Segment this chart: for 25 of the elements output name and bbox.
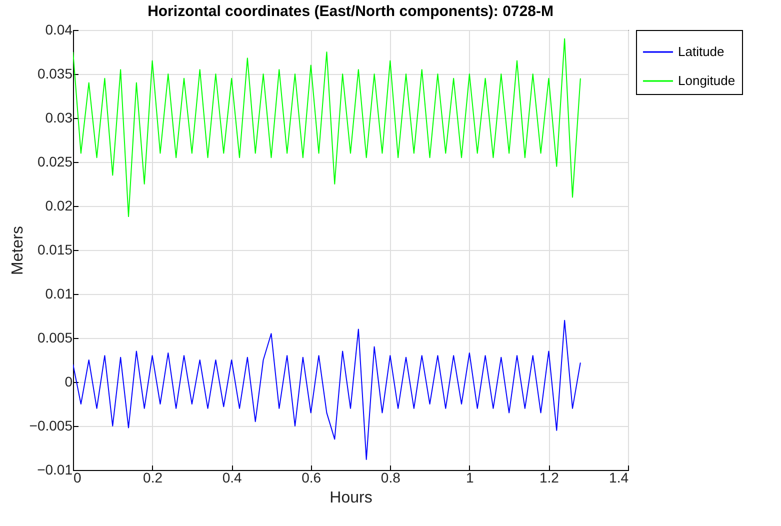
line-series bbox=[73, 38, 581, 218]
x-tick-label: 0.2 bbox=[143, 470, 163, 486]
x-tick-label: 1 bbox=[466, 470, 474, 486]
y-tick-label: −0.005 bbox=[29, 418, 73, 434]
x-tick-label: 1.2 bbox=[539, 470, 560, 486]
x-tick-label: 0.8 bbox=[380, 470, 401, 486]
x-tick-label: 1.4 bbox=[609, 470, 629, 486]
x-tick-label: 0.6 bbox=[302, 470, 322, 486]
legend-label: Longitude bbox=[678, 73, 736, 88]
y-tick-label: 0.005 bbox=[37, 330, 73, 346]
chart-title: Horizontal coordinates (East/North components): 0728-M bbox=[148, 3, 554, 20]
y-tick-label: 0.01 bbox=[45, 286, 73, 302]
y-tick-label: 0.015 bbox=[37, 242, 73, 258]
x-tick-label: 0.4 bbox=[222, 470, 242, 486]
y-tick-label: 0.02 bbox=[45, 198, 73, 214]
y-tick-label: 0.04 bbox=[45, 22, 73, 38]
y-tick-label: −0.01 bbox=[37, 462, 73, 478]
y-tick-label: 0.03 bbox=[45, 110, 73, 126]
legend-label: Latitude bbox=[678, 44, 724, 59]
y-tick-label: 0.025 bbox=[37, 154, 73, 170]
y-tick-label: 0 bbox=[64, 374, 73, 390]
y-tick-label: 0.035 bbox=[37, 66, 73, 82]
x-axis-title: Hours bbox=[330, 490, 372, 506]
line-series bbox=[73, 320, 581, 460]
y-axis-title: Meters bbox=[9, 226, 26, 275]
